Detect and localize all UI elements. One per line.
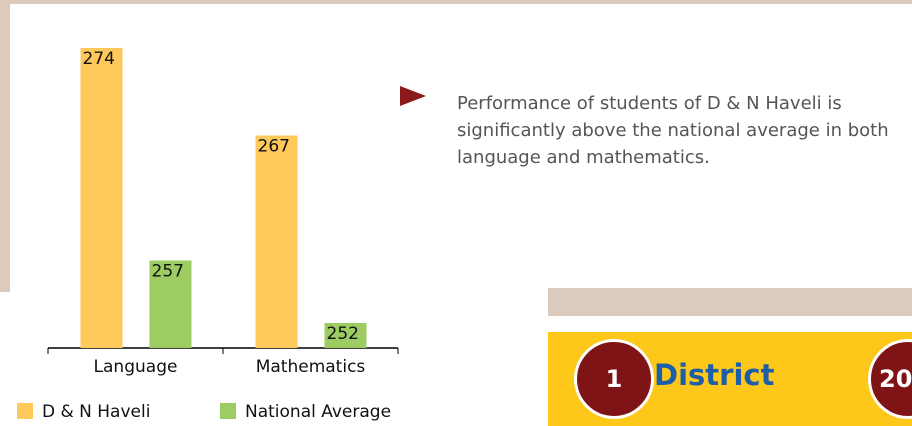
frame-top <box>0 0 912 4</box>
card-number: 20 <box>868 339 912 419</box>
bar <box>255 135 298 348</box>
data-label: 252 <box>327 324 359 344</box>
card-label: District <box>654 358 775 392</box>
chart: Language 274 257 Mathematics 267 252 D & N Hav… <box>17 48 399 422</box>
bar <box>324 323 367 348</box>
band-right <box>548 288 912 316</box>
data-label: 267 <box>258 137 290 157</box>
frame-left <box>0 0 10 292</box>
note: Performance of students of D & N Haveli … <box>457 93 889 168</box>
x-tick-label: Language <box>94 357 178 377</box>
legend-label: D & N Haveli <box>42 402 150 422</box>
legend-label: National Average <box>245 402 391 422</box>
bar <box>149 260 192 348</box>
legend-swatch <box>220 403 236 419</box>
x-tick-label: Mathematics <box>256 357 366 377</box>
card: 1 District 20 <box>548 332 912 426</box>
data-label: 257 <box>152 262 184 282</box>
legend-swatch <box>17 403 33 419</box>
bullet <box>400 86 426 106</box>
card-number: 1 <box>574 339 654 419</box>
bar <box>80 48 123 348</box>
data-label: 274 <box>83 49 115 69</box>
